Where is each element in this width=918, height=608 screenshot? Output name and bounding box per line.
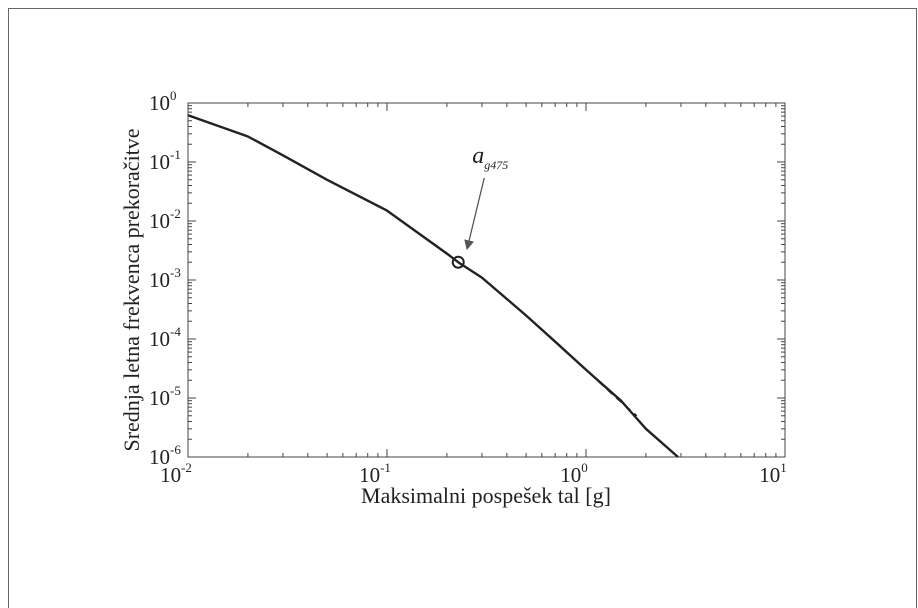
y-tick-label: 100 [149, 88, 177, 115]
y-tick-label: 10-6 [149, 442, 181, 469]
axis-ticks [187, 102, 786, 458]
y-tick-label: 10-2 [149, 206, 181, 233]
x-axis-label: Maksimalni pospešek tal [g] [361, 483, 611, 508]
y-tick-label: 10-1 [149, 147, 181, 174]
figure-frame [8, 8, 917, 608]
annotation-label: ag475 [472, 143, 508, 172]
design-point-marker [451, 255, 465, 269]
axis-tick-labels: 10-2 10-1 100 10110-610-510-410-310-210-110… [149, 88, 787, 487]
y-axis-label: Srednja letna frekvenca prekoračitve [119, 128, 144, 451]
annotation-layer: ag475 [451, 143, 508, 269]
series-layer [187, 114, 679, 458]
annotation-arrow [464, 177, 485, 251]
y-tick-label: 10-4 [149, 324, 181, 351]
y-tick-label: 10-5 [149, 383, 181, 410]
hazard-curve [187, 114, 679, 458]
dashed-curve [432, 242, 638, 417]
hazard-curve-chart: 10-2 10-1 100 10110-610-510-410-310-210-110… [119, 88, 787, 508]
x-tick-label: 101 [759, 460, 787, 487]
y-tick-label: 10-3 [149, 265, 181, 292]
